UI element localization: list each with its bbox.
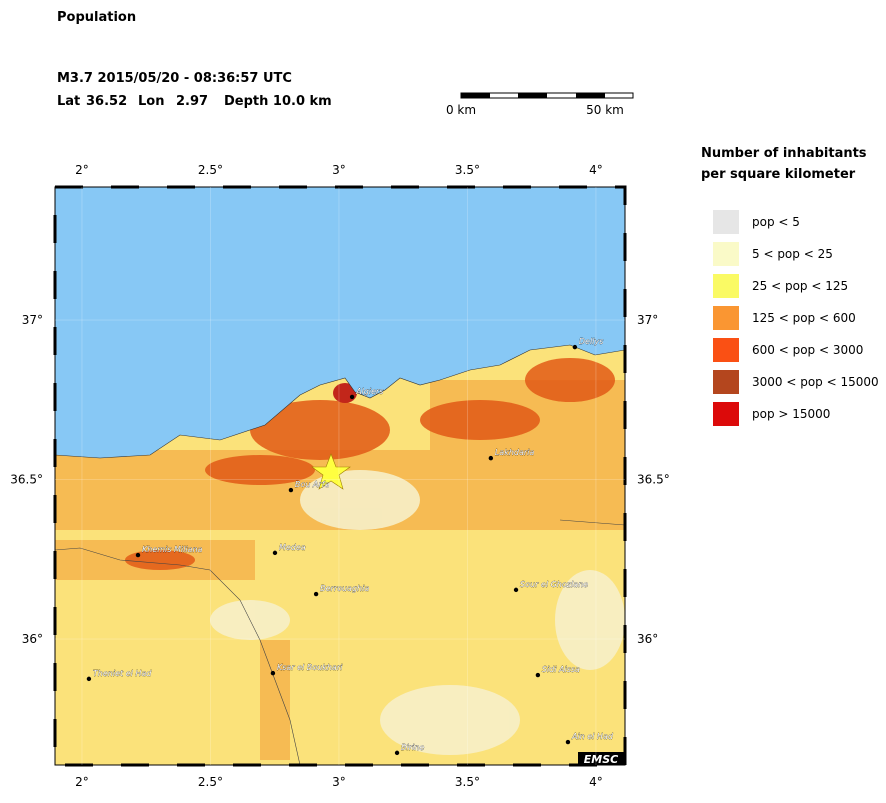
- lat-value: 36.52: [86, 94, 127, 109]
- scale-end: 50 km: [586, 103, 624, 117]
- city-label: Ksar el Boukhari: [277, 663, 343, 672]
- legend-title: per square kilometer: [701, 167, 856, 182]
- city-label: Lakhdaria: [495, 448, 535, 457]
- legend-label: pop < 5: [752, 215, 800, 229]
- depth: Depth 10.0 km: [224, 94, 332, 109]
- event: M3.7 2015/05/20 - 08:36:57 UTC: [57, 71, 292, 86]
- city-label: Theniet el Had: [93, 669, 152, 678]
- x-tick-label: 4°: [589, 163, 603, 177]
- city-label: Birine: [401, 743, 424, 752]
- x-tick-label: 3°: [332, 775, 346, 789]
- legend-label: 600 < pop < 3000: [752, 343, 863, 357]
- x-tick-label: 4°: [589, 775, 603, 789]
- x-tick-label: 3°: [332, 163, 346, 177]
- city-marker: [86, 676, 92, 682]
- y-tick-label: 36.5°: [637, 473, 670, 487]
- city-marker: [288, 487, 294, 493]
- epicenter: [311, 453, 351, 490]
- lon-label: Lon: [138, 94, 164, 109]
- legend-swatch: [713, 242, 739, 266]
- legend-swatch: [713, 402, 739, 426]
- x-tick-label: 2.5°: [198, 163, 223, 177]
- scale-bar: [460, 92, 634, 99]
- city-marker: [565, 739, 571, 745]
- city-label: Dellys: [579, 337, 603, 346]
- x-tick-label: 2.5°: [198, 775, 223, 789]
- city-marker: [394, 750, 400, 756]
- y-tick-label: 36°: [637, 632, 658, 646]
- logo: EMSC: [578, 752, 625, 766]
- map-area: [55, 187, 625, 765]
- city-marker: [272, 550, 278, 556]
- legend-swatch: [713, 306, 739, 330]
- city-label: Ain el Had: [571, 732, 614, 741]
- lat-label: Lat: [57, 94, 80, 109]
- y-tick-label: 36°: [22, 632, 43, 646]
- legend-label: 3000 < pop < 15000: [752, 375, 879, 389]
- city-label: Sidi Aissa: [542, 665, 580, 674]
- city-marker: [535, 672, 541, 678]
- y-tick-label: 37°: [637, 313, 658, 327]
- city-label: Berrouaghia: [320, 584, 369, 593]
- legend-label: 25 < pop < 125: [752, 279, 848, 293]
- city-marker: [513, 587, 519, 593]
- city-label: Sour el Ghozlane: [520, 580, 588, 589]
- city-label: Medea: [279, 543, 306, 552]
- y-tick-label: 36.5°: [10, 473, 43, 487]
- x-tick-label: 2°: [75, 775, 89, 789]
- y-tick-label: 37°: [22, 313, 43, 327]
- city-marker: [572, 344, 578, 350]
- legend-label: 125 < pop < 600: [752, 311, 856, 325]
- city-marker: [488, 455, 494, 461]
- x-tick-label: 2°: [75, 163, 89, 177]
- city-label: Algiers: [355, 387, 383, 396]
- legend-swatch: [713, 370, 739, 394]
- city-marker: [313, 591, 319, 597]
- legend-label: pop > 15000: [752, 407, 830, 421]
- scale-start: 0 km: [446, 103, 476, 117]
- city-label: Khemis Miliana: [142, 545, 203, 554]
- city-marker: [135, 552, 141, 558]
- legend-swatch: [713, 274, 739, 298]
- legend-swatch: [713, 210, 739, 234]
- map-frame-dashes: [53, 185, 627, 767]
- x-tick-label: 3.5°: [455, 163, 480, 177]
- x-tick-label: 3.5°: [455, 775, 480, 789]
- lon-value: 2.97: [176, 94, 208, 109]
- city-marker: [349, 394, 355, 400]
- title: Population: [57, 10, 136, 25]
- logo-text: EMSC: [584, 753, 618, 766]
- legend-swatch: [713, 338, 739, 362]
- city-label: Bou Arfa: [295, 480, 330, 489]
- legend-title: Number of inhabitants: [701, 146, 867, 161]
- legend-label: 5 < pop < 25: [752, 247, 833, 261]
- city-marker: [270, 670, 276, 676]
